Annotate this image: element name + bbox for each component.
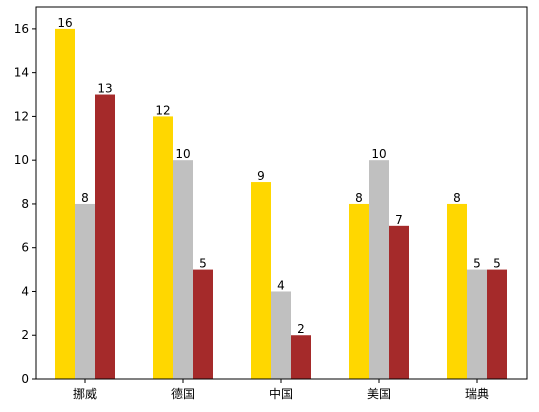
x-tick-label-4: 瑞典: [465, 387, 489, 401]
bars-layer: [55, 28, 507, 379]
bar-0-1: [75, 203, 95, 379]
bar-1-1: [173, 160, 193, 379]
bar-0-0: [55, 28, 75, 379]
x-tick-label-1: 德国: [171, 386, 195, 401]
data-label-2-0: 9: [257, 169, 265, 183]
bar-3-2: [389, 225, 409, 379]
bar-2-1: [271, 291, 291, 379]
x-tick-label-3: 美国: [367, 387, 391, 401]
y-tick-label-8: 16: [14, 22, 29, 36]
data-label-2-2: 2: [297, 322, 305, 336]
bar-4-2: [487, 269, 507, 379]
y-tick-label-7: 14: [14, 66, 29, 80]
data-label-1-0: 12: [155, 103, 170, 117]
y-tick-label-3: 6: [21, 241, 29, 255]
bar-4-1: [467, 269, 487, 379]
bar-1-2: [193, 269, 213, 379]
data-label-0-2: 13: [97, 82, 112, 96]
data-label-3-2: 7: [395, 213, 403, 227]
y-tick-label-5: 10: [14, 153, 29, 167]
data-label-0-1: 8: [81, 191, 89, 205]
bar-4-0: [447, 203, 467, 379]
bar-3-1: [369, 160, 389, 379]
x-axis: 挪威 德国 中国 美国 瑞典: [73, 379, 489, 401]
y-tick-label-0: 0: [21, 372, 29, 386]
y-tick-label-1: 2: [21, 328, 29, 342]
bar-2-0: [251, 182, 271, 379]
bar-3-0: [349, 203, 369, 379]
y-axis: 0 2 4 6 8 10 12 14 16: [14, 22, 36, 386]
bar-2-2: [291, 335, 311, 379]
y-tick-label-4: 8: [21, 197, 29, 211]
x-tick-label-2: 中国: [269, 386, 293, 401]
x-tick-label-0: 挪威: [73, 387, 97, 401]
bar-0-2: [95, 94, 115, 379]
plot-frame: [35, 6, 528, 380]
data-label-4-2: 5: [493, 257, 501, 271]
data-label-1-1: 10: [175, 147, 190, 161]
bar-1-0: [153, 116, 173, 379]
y-tick-label-2: 4: [21, 284, 29, 298]
data-label-3-1: 10: [371, 147, 386, 161]
data-label-4-0: 8: [453, 191, 461, 205]
data-label-2-1: 4: [277, 278, 285, 292]
data-label-1-2: 5: [199, 257, 207, 271]
data-label-0-0: 16: [57, 16, 72, 30]
data-label-3-0: 8: [355, 191, 363, 205]
data-label-4-1: 5: [473, 257, 481, 271]
y-tick-label-6: 12: [14, 109, 29, 123]
